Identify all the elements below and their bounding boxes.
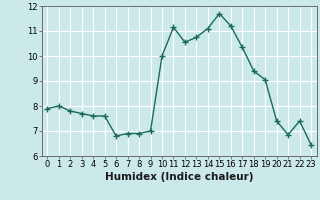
X-axis label: Humidex (Indice chaleur): Humidex (Indice chaleur) (105, 172, 253, 182)
